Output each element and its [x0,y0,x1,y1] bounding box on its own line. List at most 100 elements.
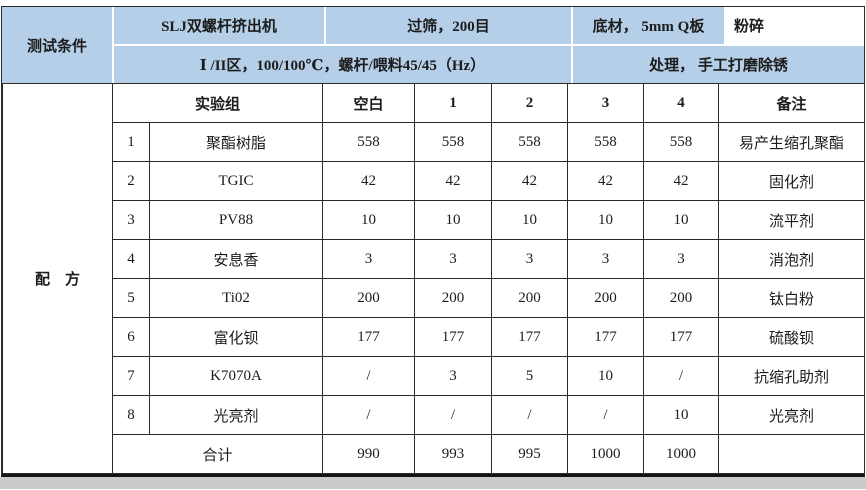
table-row: 7 K7070A / 3 5 10 / 抗缩孔助剂 [3,356,866,396]
col-header-3: 3 [567,83,645,123]
value-cell: 200 [643,278,720,318]
value-cell: / [414,395,493,435]
value-cell: 3 [414,356,493,396]
value-cell: 558 [414,122,493,162]
value-cell: 5 [491,356,569,396]
value-cell: 10 [491,200,569,240]
material-name: TGIC [148,161,324,201]
value-cell: / [491,395,569,435]
value-cell: 177 [322,317,416,357]
value-cell: 42 [567,161,645,201]
table-row: 4 安息香 3 3 3 3 3 消泡剂 [3,239,866,279]
value-cell: 10 [643,395,720,435]
material-name: 富化钡 [148,317,324,357]
formula-label: 配 方 [2,83,113,474]
total-value: 1000 [567,434,645,474]
material-name: Ti02 [148,278,324,318]
table-row: 3 PV88 10 10 10 10 10 流平剂 [3,200,866,240]
total-row: 合计 990 993 995 1000 1000 [3,434,866,474]
value-cell: 177 [643,317,720,357]
value-cell: 177 [414,317,493,357]
value-cell: / [322,356,416,396]
total-value: 990 [322,434,416,474]
col-header-note: 备注 [718,83,866,123]
col-header-1: 1 [414,83,493,123]
col-header-group: 实验组 [111,83,324,123]
row-number: 8 [112,395,150,435]
value-cell: 10 [567,200,645,240]
total-label: 合计 [111,434,324,474]
value-cell: 10 [414,200,493,240]
value-cell: 558 [322,122,416,162]
value-cell: 200 [567,278,645,318]
value-cell: / [567,395,645,435]
table-row: 5 Ti02 200 200 200 200 200 钛白粉 [3,278,866,318]
column-header-row: 配 方 实验组 空白 1 2 3 4 备注 [2,83,866,474]
material-name: 光亮剂 [148,395,324,435]
value-cell: 177 [567,317,645,357]
zones-cell: Ⅰ /II区，100/100℃，螺杆/喂料45/45（Hz） [114,46,571,83]
col-header-2: 2 [491,83,569,123]
row-number: 2 [112,161,150,201]
value-cell: 200 [414,278,493,318]
treatment-cell: 处理， 手工打磨除锈 [573,46,864,83]
material-name: K7070A [148,356,324,396]
value-cell: 10 [643,200,720,240]
row-number: 4 [112,239,150,279]
value-cell: 177 [491,317,569,357]
value-cell: 558 [643,122,720,162]
formula-table: 配 方 实验组 空白 1 2 3 4 备注 1 聚酯树脂 558 558 558… [2,83,866,474]
material-name: PV88 [148,200,324,240]
value-cell: 200 [322,278,416,318]
formula-sheet: 测试条件 SLJ双螺杆挤出机 过筛，200目 底材， 5mm Q板 粉碎 Ⅰ /… [1,6,866,477]
table-row: 2 TGIC 42 42 42 42 42 固化剂 [3,161,866,201]
extruder-cell: SLJ双螺杆挤出机 [114,7,324,44]
value-cell: 3 [322,239,416,279]
note-cell: 流平剂 [718,200,866,240]
value-cell: 10 [322,200,416,240]
material-name: 安息香 [148,239,324,279]
value-cell: 3 [414,239,493,279]
note-cell: 易产生缩孔聚酯 [718,122,866,162]
value-cell: 3 [643,239,720,279]
row-number: 7 [112,356,150,396]
value-cell: 3 [567,239,645,279]
row-number: 6 [112,317,150,357]
value-cell: 558 [491,122,569,162]
table-row: 6 富化钡 177 177 177 177 177 硫酸钡 [3,317,866,357]
value-cell: 200 [491,278,569,318]
col-header-blank: 空白 [322,83,416,123]
value-cell: 42 [491,161,569,201]
note-cell: 钛白粉 [718,278,866,318]
substrate-cell: 底材， 5mm Q板 [573,7,724,44]
note-cell: 硫酸钡 [718,317,866,357]
value-cell: 42 [414,161,493,201]
sieve-cell: 过筛，200目 [326,7,571,44]
conditions-header: 测试条件 SLJ双螺杆挤出机 过筛，200目 底材， 5mm Q板 粉碎 Ⅰ /… [2,7,864,83]
row-number: 1 [112,122,150,162]
value-cell: 42 [643,161,720,201]
total-value: 993 [414,434,493,474]
table-row: 1 聚酯树脂 558 558 558 558 558 易产生缩孔聚酯 [3,122,866,162]
note-cell: 光亮剂 [718,395,866,435]
page-bottom-strip [0,477,866,489]
table-row: 8 光亮剂 / / / / 10 光亮剂 [3,395,866,435]
note-cell: 抗缩孔助剂 [718,356,866,396]
crush-cell: 粉碎 [726,7,864,44]
row-number: 5 [112,278,150,318]
total-value: 995 [491,434,569,474]
value-cell: 42 [322,161,416,201]
conditions-label: 测试条件 [2,7,112,83]
row-number: 3 [112,200,150,240]
value-cell: 558 [567,122,645,162]
value-cell: 3 [491,239,569,279]
total-value: 1000 [643,434,720,474]
value-cell: / [643,356,720,396]
material-name: 聚酯树脂 [148,122,324,162]
note-cell: 消泡剂 [718,239,866,279]
value-cell: / [322,395,416,435]
total-note [718,434,866,474]
value-cell: 10 [567,356,645,396]
note-cell: 固化剂 [718,161,866,201]
col-header-4: 4 [643,83,720,123]
